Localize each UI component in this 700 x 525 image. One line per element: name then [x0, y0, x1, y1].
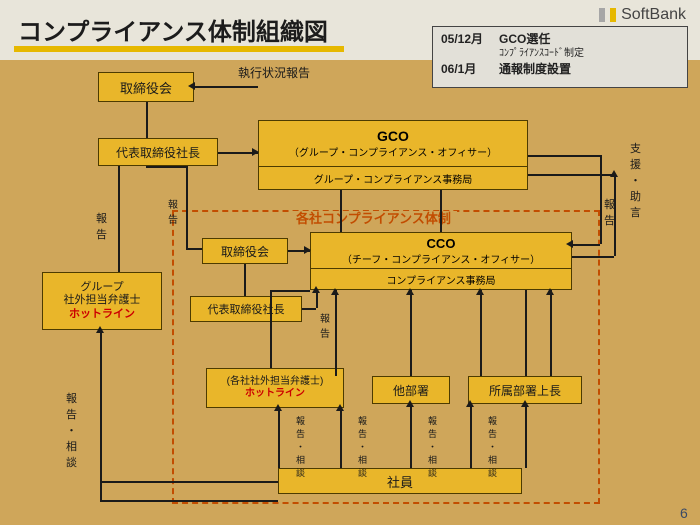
connector [278, 408, 280, 468]
connector [335, 290, 337, 376]
node-ceo-2: 代表取締役社長 [190, 296, 302, 322]
label-rc-5: 報 告 ・ 相 談 [488, 414, 497, 479]
arrow-up [331, 288, 339, 295]
timeline-box: 05/12月GCO選任ｺﾝﾌﾟﾗｲｱﾝｽｺｰﾄﾞ制定06/1月通報制度設置 [432, 26, 688, 88]
connector [550, 290, 552, 376]
arrow-up [476, 288, 484, 295]
node-board-2: 取締役会 [202, 238, 288, 264]
arrow-up [546, 288, 554, 295]
arrow-left [566, 240, 573, 248]
node-employee: 社員 [278, 468, 522, 494]
connector [100, 330, 102, 500]
diagram-stage: SoftBank コンプライアンス体制組織図 05/12月GCO選任ｺﾝﾌﾟﾗｲｱﾝ… [0, 0, 700, 525]
title-underline [14, 46, 344, 52]
arrow-up [466, 400, 474, 407]
connector [302, 308, 316, 310]
node-each-lawyer: (各社社外担当弁護士)ホットライン [206, 368, 344, 408]
connector [194, 86, 258, 88]
brand-softbank: SoftBank [599, 6, 686, 24]
connector [270, 290, 310, 292]
page-number: 6 [680, 505, 688, 521]
node-group-lawyer: グループ社外担当弁護士ホットライン [42, 272, 162, 330]
label-report-4: 報 告 [168, 196, 178, 226]
connector [186, 166, 188, 248]
label-report-1: 報 告 [96, 210, 107, 242]
connector [270, 290, 272, 368]
connector [528, 155, 600, 157]
node-board-1: 取締役会 [98, 72, 194, 102]
arrow-up [610, 170, 618, 177]
connector [410, 404, 412, 468]
connector [410, 290, 412, 376]
arrow-up [312, 286, 320, 293]
arrow-up [521, 400, 529, 407]
connector [146, 102, 148, 138]
connector [525, 404, 527, 468]
label-exec-report: 執行状況報告 [238, 64, 310, 81]
label-rc-3: 報 告 ・ 相 談 [358, 414, 367, 479]
arrow-up [274, 404, 282, 411]
label-report-3: 報 告 [320, 310, 330, 340]
connector [186, 248, 202, 250]
page-title: コンプライアンス体制組織図 [18, 12, 328, 47]
section-title: 各社コンプライアンス体制 [290, 208, 457, 227]
label-rc-1: 報 告 ・ 相 談 [66, 390, 77, 470]
connector [340, 190, 342, 232]
connector [470, 404, 472, 468]
arrow-right [252, 148, 259, 156]
arrow-up [96, 326, 104, 333]
connector [572, 244, 600, 246]
connector [118, 166, 120, 272]
label-rc-2: 報 告 ・ 相 談 [296, 414, 305, 479]
node-gco: GCO（グループ・コンプライアンス・オフィサー）グループ・コンプライアンス事務局 [258, 120, 528, 190]
connector [100, 500, 278, 502]
connector [146, 166, 186, 168]
arrow-up [336, 404, 344, 411]
node-cco: CCO（チーフ・コンプライアンス・オフィサー）コンプライアンス事務局 [310, 232, 572, 290]
connector [525, 290, 527, 376]
connector [440, 190, 442, 232]
connector [572, 256, 614, 258]
node-ceo-1: 代表取締役社長 [98, 138, 218, 166]
connector [600, 155, 602, 244]
arrow-up [406, 400, 414, 407]
label-report-2: 報 告 [604, 196, 615, 228]
connector [480, 290, 482, 376]
label-support: 支 援 ・ 助 言 [630, 140, 641, 220]
connector [340, 408, 342, 468]
connector [100, 481, 278, 483]
arrow-left [188, 82, 195, 90]
connector [528, 174, 614, 176]
label-rc-4: 報 告 ・ 相 談 [428, 414, 437, 479]
connector [244, 264, 246, 296]
arrow-right [304, 246, 311, 254]
